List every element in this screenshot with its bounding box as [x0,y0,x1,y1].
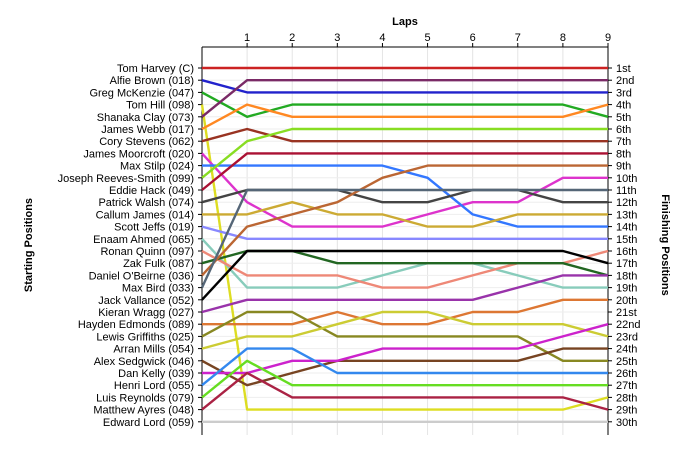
series-line [201,347,608,387]
series-line [201,152,608,191]
starting-position-label: Tom Hill (098) [126,100,194,112]
starting-position-label: Arran Mills (054) [113,344,194,356]
series-line [201,347,608,387]
finishing-position-label: 24th [616,344,637,356]
finishing-position-label: 29th [616,405,637,417]
series-line [201,371,609,411]
finishing-position-label: 25th [616,356,637,368]
series-line [201,225,608,241]
finishing-position-label: 30th [616,417,637,429]
starting-position-label: Eddie Hack (049) [109,185,194,197]
series-line [201,249,609,301]
starting-position-label: Tom Harvey (C) [117,63,194,75]
starting-position-label: Alex Sedgwick (046) [94,356,194,368]
labels: 1 2 3 4 5 6 7 8 9 Tom Harvey (C)Alfie Brown (018)… [58,32,641,429]
x-tick-label: 8 [560,32,566,44]
starting-position-label: Scott Jeffs (019) [114,222,194,234]
finishing-position-label: 5th [616,112,631,124]
finishing-position-label: 7th [616,136,631,148]
x-tick-label: 1 [244,32,250,44]
finishing-position-label: 20th [616,295,637,307]
series-line [201,359,608,399]
finishing-position-label: 22nd [616,319,640,331]
starting-position-label: Luis Reynolds (079) [96,392,194,404]
finishing-position-label: 11th [616,185,637,197]
starting-position-label: Zak Fulk (087) [123,258,194,270]
series-line [202,200,608,228]
x-tick-label: 7 [515,32,521,44]
finishing-position-label: 17th [616,258,637,270]
starting-position-label: Matthew Ayres (048) [93,405,194,417]
finishing-position-label: 19th [616,283,637,295]
starting-position-label: Callum James (014) [96,209,194,221]
finishing-position-label: 3rd [616,87,632,99]
x-tick-label: 3 [334,32,340,44]
starting-position-label: Daniel O'Beirne (036) [89,270,194,282]
series-line [201,127,608,179]
finishing-position-label: 26th [616,368,637,380]
finishing-position-label: 16th [616,246,637,258]
series-line [201,79,608,94]
series-line [201,274,608,314]
x-tick-label: 5 [424,32,430,44]
finishing-position-label: 15th [616,234,637,246]
starting-position-label: Joseph Reeves-Smith (099) [58,173,194,185]
series-line [201,103,609,131]
starting-position-label: Jack Vallance (052) [98,295,194,307]
starting-position-label: Lewis Griffiths (025) [96,331,194,343]
finishing-position-label: 18th [616,270,637,282]
series-line [202,298,608,326]
starting-position-label: Alfie Brown (018) [110,75,194,87]
finishing-position-label: 1st [616,63,631,75]
finishing-position-label: 6th [616,124,631,136]
series-line [201,78,608,118]
x-tick-label: 4 [379,32,385,44]
x-tick-label: 9 [605,32,611,44]
starting-position-label: Edward Lord (059) [103,417,194,429]
series-line [200,188,608,289]
starting-position-label: James Webb (017) [101,124,194,136]
series-lines [200,66,609,423]
finishing-position-label: 10th [616,173,637,185]
x-axis-title: Laps [392,16,418,28]
starting-position-label: Max Stilp (024) [120,161,194,173]
starting-position-label: Ronan Quinn (097) [100,246,194,258]
starting-position-label: Greg McKenzie (047) [89,87,194,99]
starting-position-label: Kieran Wragg (027) [98,307,194,319]
x-tick-label: 6 [470,32,476,44]
finishing-position-label: 4th [616,100,631,112]
finishing-position-label: 14th [616,222,637,234]
starting-position-label: Max Bird (033) [122,283,194,295]
finishing-position-label: 2nd [616,75,634,87]
series-line [201,310,608,362]
finishing-position-label: 8th [616,148,631,160]
starting-position-label: Hayden Edmonds (089) [78,319,194,331]
finishing-position-label: 13th [616,209,637,221]
finishing-position-label: 9th [616,161,631,173]
finishing-position-label: 21st [616,307,637,319]
starting-position-label: James Moorcroft (020) [83,148,194,160]
starting-position-label: Patrick Walsh (074) [98,197,194,209]
y-axis-title-left: Starting Positions [23,198,35,292]
starting-position-label: Enaam Ahmed (065) [93,234,194,246]
starting-position-label: Shanaka Clay (073) [97,112,194,124]
finishing-position-label: 27th [616,380,637,392]
series-line [202,323,609,375]
starting-position-label: Cory Stevens (062) [99,136,194,148]
finishing-position-label: 28th [616,392,637,404]
starting-position-label: Henri Lord (055) [114,380,194,392]
x-tick-label: 2 [289,32,295,44]
y-axis-title-right: Finishing Positions [659,194,671,295]
series-line [200,104,609,411]
finishing-position-label: 23rd [616,331,638,343]
starting-position-label: Dan Kelly (039) [118,368,194,380]
series-line [201,310,609,350]
finishing-position-label: 12th [616,197,637,209]
series-line [201,164,608,277]
